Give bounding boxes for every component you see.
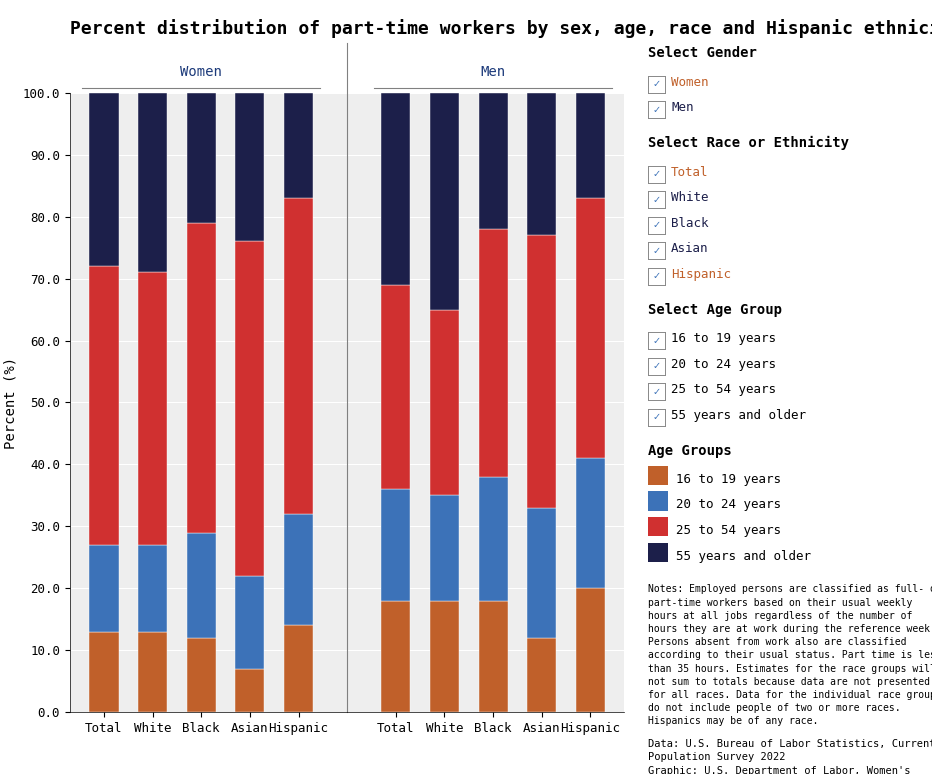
Bar bbox=[381, 93, 410, 285]
Text: 20 to 24 years: 20 to 24 years bbox=[676, 498, 781, 512]
Text: Men: Men bbox=[671, 101, 693, 115]
Bar bbox=[528, 638, 556, 712]
Text: Black: Black bbox=[671, 217, 708, 230]
Text: ✓: ✓ bbox=[652, 80, 660, 89]
Text: ✓: ✓ bbox=[652, 336, 660, 345]
Text: Age Groups: Age Groups bbox=[648, 444, 732, 457]
Bar bbox=[284, 93, 313, 198]
Text: Notes: Employed persons are classified as full- or
part-time workers based on th: Notes: Employed persons are classified a… bbox=[648, 584, 932, 726]
Text: Data: U.S. Bureau of Labor Statistics, Current
Population Survey 2022
Graphic: U: Data: U.S. Bureau of Labor Statistics, C… bbox=[648, 739, 932, 774]
Text: Women: Women bbox=[180, 65, 222, 79]
Y-axis label: Percent (%): Percent (%) bbox=[3, 356, 17, 449]
Bar bbox=[89, 93, 118, 266]
Bar bbox=[528, 93, 556, 235]
Text: ✓: ✓ bbox=[652, 105, 660, 115]
Text: Hispanic: Hispanic bbox=[671, 268, 731, 281]
Bar bbox=[284, 514, 313, 625]
Bar bbox=[478, 601, 508, 712]
Bar bbox=[186, 638, 216, 712]
Text: 25 to 54 years: 25 to 54 years bbox=[676, 524, 781, 537]
Text: Select Gender: Select Gender bbox=[648, 46, 757, 60]
Bar bbox=[430, 93, 459, 310]
Bar bbox=[430, 495, 459, 601]
Text: Women: Women bbox=[671, 76, 708, 89]
Bar bbox=[381, 489, 410, 601]
Text: Asian: Asian bbox=[671, 242, 708, 255]
Bar bbox=[381, 285, 410, 489]
Bar bbox=[576, 458, 605, 588]
Bar bbox=[186, 533, 216, 638]
Text: Select Age Group: Select Age Group bbox=[648, 303, 782, 317]
Text: Percent distribution of part-time workers by sex, age, race and Hispanic ethnici: Percent distribution of part-time worker… bbox=[70, 19, 932, 39]
Bar bbox=[576, 93, 605, 198]
Bar bbox=[284, 198, 313, 514]
Bar bbox=[430, 601, 459, 712]
Text: ✓: ✓ bbox=[652, 246, 660, 255]
Bar bbox=[528, 235, 556, 508]
Bar bbox=[89, 545, 118, 632]
Bar bbox=[528, 508, 556, 638]
Text: Men: Men bbox=[481, 65, 506, 79]
Text: ✓: ✓ bbox=[652, 170, 660, 179]
Bar bbox=[138, 93, 167, 272]
Bar bbox=[138, 545, 167, 632]
Bar bbox=[186, 223, 216, 533]
Bar bbox=[576, 198, 605, 458]
Bar bbox=[138, 272, 167, 545]
Bar bbox=[235, 93, 265, 241]
Bar bbox=[235, 241, 265, 576]
Bar bbox=[235, 576, 265, 669]
Text: ✓: ✓ bbox=[652, 272, 660, 281]
Bar bbox=[478, 477, 508, 601]
Bar bbox=[89, 632, 118, 712]
Text: 25 to 54 years: 25 to 54 years bbox=[671, 383, 776, 396]
Bar bbox=[381, 601, 410, 712]
Text: 55 years and older: 55 years and older bbox=[671, 409, 806, 422]
Text: 55 years and older: 55 years and older bbox=[676, 550, 811, 563]
Text: ✓: ✓ bbox=[652, 195, 660, 204]
Bar bbox=[186, 93, 216, 223]
Bar bbox=[576, 588, 605, 712]
Text: Total: Total bbox=[671, 166, 708, 179]
Text: White: White bbox=[671, 191, 708, 204]
Text: 20 to 24 years: 20 to 24 years bbox=[671, 358, 776, 371]
Bar bbox=[478, 93, 508, 229]
Text: ✓: ✓ bbox=[652, 361, 660, 371]
Text: ✓: ✓ bbox=[652, 221, 660, 230]
Bar bbox=[89, 266, 118, 545]
Bar bbox=[430, 310, 459, 495]
Text: 16 to 19 years: 16 to 19 years bbox=[676, 473, 781, 486]
Text: ✓: ✓ bbox=[652, 413, 660, 422]
Text: 16 to 19 years: 16 to 19 years bbox=[671, 332, 776, 345]
Text: Select Race or Ethnicity: Select Race or Ethnicity bbox=[648, 136, 849, 150]
Bar bbox=[284, 625, 313, 712]
Text: ✓: ✓ bbox=[652, 387, 660, 396]
Bar bbox=[235, 669, 265, 712]
Bar bbox=[138, 632, 167, 712]
Bar bbox=[478, 229, 508, 477]
